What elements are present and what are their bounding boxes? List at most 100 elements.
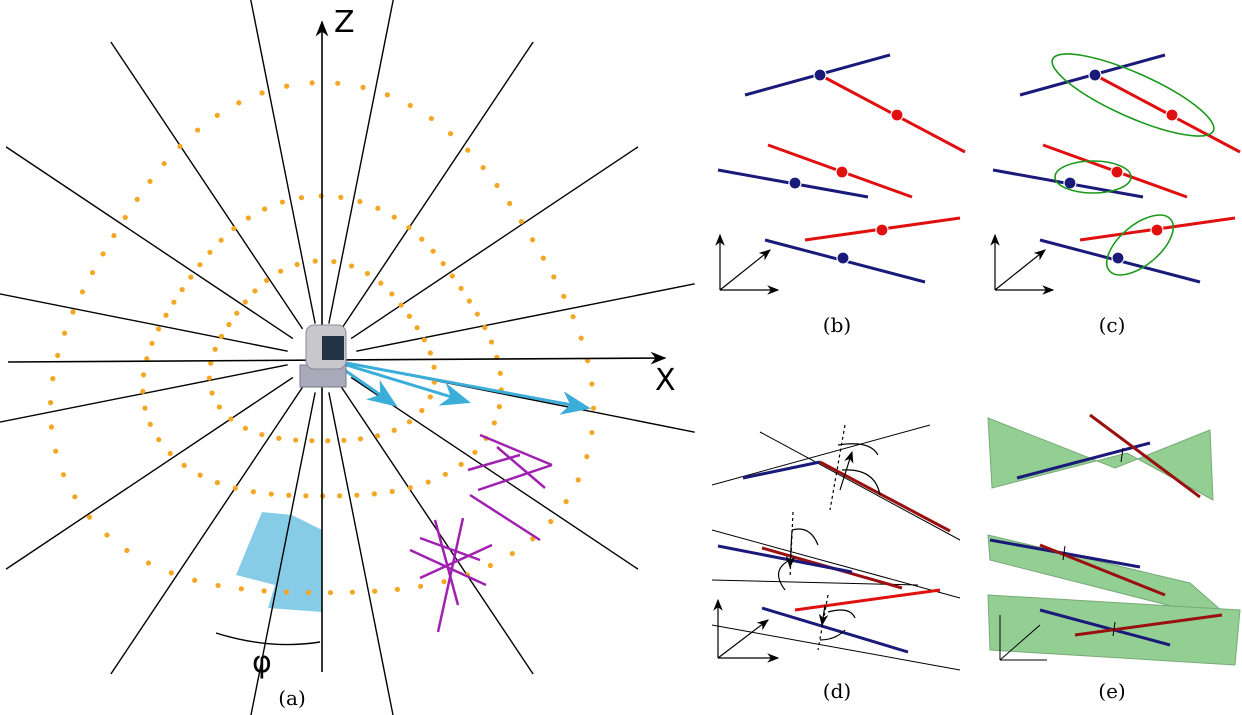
- scan-point: [259, 432, 264, 437]
- scan-point: [284, 589, 289, 594]
- scan-point: [431, 365, 436, 370]
- caption-e: (e): [1098, 679, 1125, 703]
- scan-point: [142, 405, 147, 410]
- scan-point: [219, 334, 224, 339]
- scan-point: [570, 314, 575, 319]
- scan-point: [243, 426, 248, 431]
- scan-point: [90, 270, 95, 275]
- scan-point: [80, 289, 85, 294]
- scan-point: [489, 339, 494, 344]
- scan-point: [360, 85, 365, 90]
- scan-point: [284, 84, 289, 89]
- scan-point: [61, 472, 66, 477]
- scan-point: [507, 201, 512, 206]
- scan-point: [357, 199, 362, 204]
- midpoint: [1151, 224, 1163, 236]
- scan-point: [378, 281, 383, 286]
- scan-point: [148, 422, 153, 427]
- scan-point: [431, 249, 436, 254]
- scan-point: [177, 144, 182, 149]
- midpoint: [836, 166, 848, 178]
- scan-point: [169, 570, 174, 575]
- scan-point: [488, 563, 493, 568]
- scan-point: [149, 341, 154, 346]
- scan-point: [233, 486, 238, 491]
- scan-point: [372, 491, 377, 496]
- scan-point: [589, 430, 594, 435]
- scan-point: [182, 463, 187, 468]
- scan-point: [510, 551, 515, 556]
- ray: [329, 0, 396, 324]
- scan-point: [328, 590, 333, 595]
- scan-point: [280, 199, 285, 204]
- midpoint: [1112, 252, 1124, 264]
- midpoint: [1111, 166, 1123, 178]
- scan-point: [319, 193, 324, 198]
- ray: [341, 42, 533, 329]
- scan-point: [215, 113, 220, 118]
- scan-point: [213, 347, 218, 352]
- scan-point: [492, 420, 497, 425]
- scan-point: [217, 404, 222, 409]
- scan-point: [146, 560, 151, 565]
- panel-a: Z X φ: [0, 0, 695, 715]
- scan-point: [156, 326, 161, 331]
- scan-point: [180, 287, 185, 292]
- scan-point: [467, 298, 472, 303]
- scan-point: [418, 584, 423, 589]
- scan-point: [450, 273, 455, 278]
- scan-point: [188, 275, 193, 280]
- scan-point: [389, 291, 394, 296]
- scan-point: [385, 92, 390, 97]
- scan-point: [519, 219, 524, 224]
- scan-point: [62, 331, 67, 336]
- scan-point: [325, 438, 330, 443]
- scan-point: [482, 325, 487, 330]
- caption-b: (b): [823, 313, 851, 337]
- ray: [248, 0, 315, 324]
- scan-point: [276, 436, 281, 441]
- scan-point: [231, 226, 236, 231]
- scan-point: [210, 390, 215, 395]
- scan-point: [443, 472, 448, 477]
- scan-point: [215, 480, 220, 485]
- panel-e: [988, 415, 1240, 665]
- angle-arc: [216, 633, 320, 645]
- midpoint: [814, 69, 826, 81]
- scan-point: [579, 336, 584, 341]
- scan-point: [561, 294, 566, 299]
- scan-point: [50, 376, 55, 381]
- scan-point: [331, 259, 336, 264]
- scan-point: [135, 197, 140, 202]
- ray: [351, 147, 638, 339]
- scan-point: [497, 404, 502, 409]
- sensor-rays: [0, 0, 695, 715]
- scan-point: [419, 408, 424, 413]
- scan-point: [123, 215, 128, 220]
- ray: [6, 377, 293, 569]
- scan-point: [124, 548, 129, 553]
- scan-point: [309, 80, 314, 85]
- scan-point: [415, 325, 420, 330]
- panel-d: [712, 425, 960, 670]
- midpoint: [876, 224, 888, 236]
- scan-point: [207, 375, 212, 380]
- scan-point: [426, 479, 431, 484]
- scan-point: [365, 271, 370, 276]
- scan-point: [207, 250, 212, 255]
- scan-point: [197, 262, 202, 267]
- scan-point: [195, 127, 200, 132]
- scan-point: [162, 161, 167, 166]
- scan-point: [259, 90, 264, 95]
- scan-point: [111, 233, 116, 238]
- scan-point: [341, 438, 346, 443]
- scan-point: [262, 588, 267, 593]
- frame-axis: [720, 250, 770, 290]
- scan-point: [419, 237, 424, 242]
- figure: Z X φ: [0, 0, 1242, 715]
- scan-point: [49, 424, 54, 429]
- scan-point: [349, 263, 354, 268]
- scan-point: [219, 238, 224, 243]
- scan-point: [428, 394, 433, 399]
- scan-point: [236, 100, 241, 105]
